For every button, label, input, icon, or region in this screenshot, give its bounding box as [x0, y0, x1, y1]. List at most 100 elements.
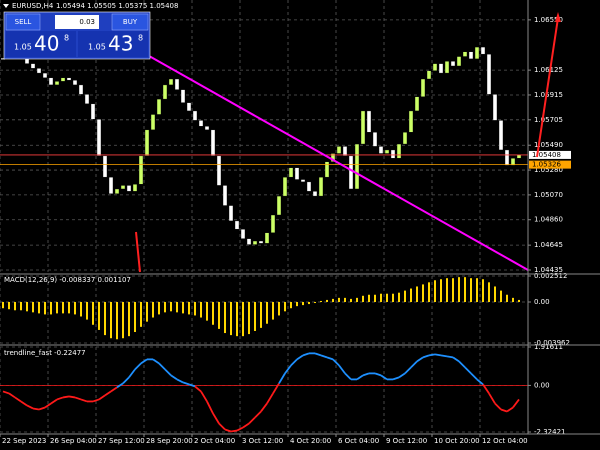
bar	[416, 286, 418, 302]
bar	[206, 301, 208, 321]
bar	[356, 297, 358, 302]
bar	[434, 280, 436, 302]
line-segment	[488, 392, 496, 404]
candle	[138, 155, 144, 185]
bar	[362, 295, 364, 302]
line-segment	[164, 368, 172, 377]
bar	[422, 284, 424, 302]
bar	[320, 300, 322, 302]
bar	[158, 301, 160, 315]
candle	[474, 46, 480, 60]
bar	[170, 301, 172, 312]
arrow	[135, 231, 141, 273]
candle	[66, 77, 72, 81]
bar	[404, 290, 406, 302]
line-segment	[500, 408, 508, 413]
y-tick-label: 1.05915	[534, 91, 563, 99]
line-segment	[278, 372, 286, 384]
buy-button[interactable]	[111, 13, 149, 31]
bar	[212, 301, 214, 325]
candle	[30, 63, 36, 69]
bar	[134, 301, 136, 333]
line-segment	[356, 374, 364, 381]
line-segment	[218, 422, 226, 431]
y-tick-label: 1.04860	[534, 216, 563, 224]
candle	[444, 61, 450, 74]
candle	[42, 72, 48, 79]
bar	[74, 301, 76, 315]
bar	[272, 301, 274, 320]
line-segment	[242, 422, 250, 429]
x-tick-label: 28 Sep 20:00	[146, 437, 193, 445]
sell-button[interactable]	[5, 13, 41, 31]
bar	[482, 279, 484, 302]
bar	[44, 301, 46, 315]
candle	[192, 110, 198, 121]
bid-box[interactable]	[6, 31, 76, 57]
candle	[378, 146, 384, 154]
y-tick-label: 1.05070	[534, 191, 563, 199]
candle	[84, 94, 90, 105]
candle	[258, 240, 264, 244]
bar	[26, 301, 28, 312]
line-segment	[230, 429, 238, 433]
line-segment	[362, 372, 370, 377]
bid-pips: 40	[34, 32, 59, 56]
bar	[248, 301, 250, 335]
line-segment	[284, 364, 292, 374]
candle	[324, 161, 330, 178]
ask-box[interactable]	[78, 31, 148, 57]
y-tick-label: 0.00	[534, 381, 550, 389]
candle	[186, 102, 192, 112]
line-segment	[158, 362, 166, 371]
bar	[308, 301, 310, 305]
line-segment	[416, 356, 424, 363]
bar	[500, 290, 502, 302]
bar	[50, 301, 52, 315]
line-segment	[236, 426, 244, 432]
bar	[242, 301, 244, 337]
ask-big: 1.05	[88, 43, 106, 52]
line-segment	[482, 383, 490, 394]
candle	[234, 220, 240, 230]
bar	[410, 288, 412, 302]
line-segment	[470, 372, 478, 381]
bar	[392, 293, 394, 302]
bar	[188, 301, 190, 315]
x-tick-label: 26 Sep 04:00	[50, 437, 97, 445]
candle	[312, 191, 318, 197]
bar	[494, 286, 496, 302]
bar	[518, 299, 520, 302]
lot-input[interactable]	[55, 15, 99, 29]
line-segment	[434, 353, 442, 357]
bar	[452, 278, 454, 302]
line-segment	[326, 356, 334, 361]
candle	[36, 68, 42, 74]
candle	[426, 70, 432, 80]
x-tick-label: 22 Sep 2023	[2, 437, 46, 445]
bar	[326, 299, 328, 302]
candle	[354, 143, 360, 190]
line-segment	[272, 382, 280, 394]
x-tick-label: 4 Oct 20:00	[290, 437, 331, 445]
candle	[204, 126, 210, 131]
bar	[38, 301, 40, 314]
line-segment	[260, 402, 268, 413]
y-tick-label: 1.06125	[534, 66, 563, 74]
candle	[450, 61, 456, 67]
line-segment	[452, 356, 460, 363]
price-label: 1.05326	[532, 161, 561, 169]
candle	[438, 63, 444, 74]
bar	[86, 301, 88, 320]
ask-pips: 43	[108, 32, 133, 56]
line-segment	[266, 392, 274, 404]
candle	[270, 214, 276, 233]
candle	[282, 176, 288, 197]
macd-title: MACD(12,26,9) -0.008337 0.001107	[4, 276, 131, 284]
y-tick-label: 1.06550	[534, 16, 563, 24]
candle	[132, 184, 138, 192]
bar	[476, 278, 478, 302]
bar	[236, 301, 238, 337]
x-tick-label: 2 Oct 04:00	[194, 437, 235, 445]
line-segment	[344, 372, 352, 381]
